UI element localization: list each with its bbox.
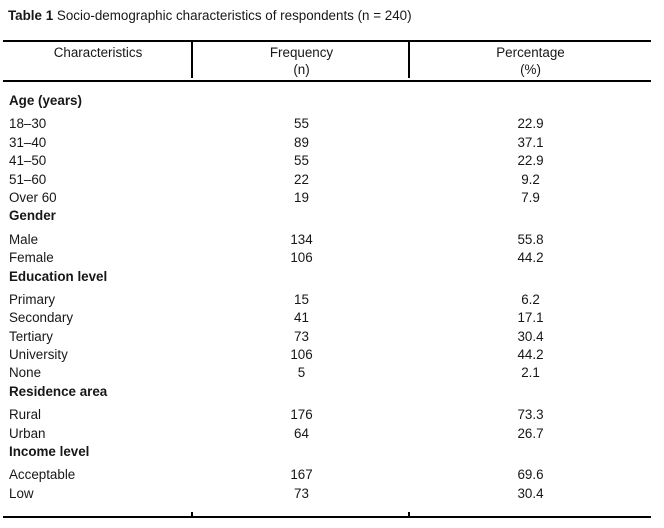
percentage-cell: 73.3 <box>517 407 544 423</box>
header-percentage-unit: (%) <box>520 62 541 77</box>
column-divider <box>191 42 193 78</box>
frequency-cell: 15 <box>294 291 309 307</box>
table-row: Rural 176 73.3 <box>3 407 651 425</box>
frequency-cell: 41 <box>294 310 309 326</box>
percentage-cell: 9.2 <box>521 171 540 187</box>
characteristic-cell: Low <box>9 485 34 501</box>
frequency-cell: 55 <box>294 116 309 132</box>
frequency-cell: 106 <box>290 250 313 266</box>
section-row: Gender <box>3 208 651 226</box>
percentage-cell: 17.1 <box>517 310 544 326</box>
table-row: Primary 15 6.2 <box>3 292 651 310</box>
table-row: Low 73 30.4 <box>3 486 651 504</box>
section-row: Education level <box>3 269 651 287</box>
table-row: University 106 44.2 <box>3 347 651 365</box>
header-frequency-label: Frequency <box>269 45 334 60</box>
characteristic-cell: University <box>9 347 68 363</box>
characteristic-cell: Rural <box>9 407 41 423</box>
frequency-cell: 176 <box>290 407 313 423</box>
characteristic-cell: 41–50 <box>9 153 47 169</box>
characteristic-cell: 31–40 <box>9 134 47 150</box>
section-label: Age (years) <box>9 93 82 108</box>
characteristic-cell: Acceptable <box>9 467 76 483</box>
table-row: None 5 2.1 <box>3 365 651 383</box>
frequency-cell: 134 <box>290 231 313 247</box>
column-divider-tick <box>191 512 193 518</box>
percentage-cell: 2.1 <box>521 365 540 381</box>
characteristic-cell: 51–60 <box>9 171 47 187</box>
column-divider-tick <box>408 512 410 518</box>
section-row: Age (years) <box>3 93 651 111</box>
characteristic-cell: Primary <box>9 291 56 307</box>
characteristic-cell: None <box>9 365 42 381</box>
percentage-cell: 7.9 <box>521 189 540 205</box>
frequency-cell: 89 <box>294 134 309 150</box>
percentage-cell: 30.4 <box>517 485 544 501</box>
header-frequency: Frequency (n) <box>193 42 410 80</box>
characteristic-cell: Male <box>9 231 39 247</box>
frequency-cell: 106 <box>290 347 313 363</box>
percentage-cell: 44.2 <box>517 347 544 363</box>
percentage-cell: 69.6 <box>517 467 544 483</box>
table-row: Acceptable 167 69.6 <box>3 467 651 485</box>
frequency-cell: 22 <box>294 171 309 187</box>
header-characteristics-label: Characteristics <box>53 45 143 60</box>
table-caption-text: Socio-demographic characteristics of res… <box>56 8 412 23</box>
column-divider <box>408 42 410 78</box>
percentage-cell: 55.8 <box>517 231 544 247</box>
frequency-cell: 73 <box>294 485 309 501</box>
table-caption-label: Table 1 <box>8 8 54 23</box>
percentage-cell: 22.9 <box>517 153 544 169</box>
frequency-cell: 55 <box>294 153 309 169</box>
percentage-cell: 6.2 <box>521 291 540 307</box>
characteristic-cell: Secondary <box>9 310 74 326</box>
characteristic-cell: Tertiary <box>9 328 53 344</box>
table-row: Urban 64 26.7 <box>3 426 651 444</box>
percentage-cell: 30.4 <box>517 328 544 344</box>
section-row: Income level <box>3 444 651 462</box>
table-row: 51–60 22 9.2 <box>3 172 651 190</box>
header-frequency-unit: (n) <box>293 62 310 77</box>
frequency-cell: 5 <box>297 365 306 381</box>
percentage-cell: 37.1 <box>517 134 544 150</box>
table-row: Male 134 55.8 <box>3 232 651 250</box>
frequency-cell: 167 <box>290 467 313 483</box>
table-caption: Table 1 Socio-demographic characteristic… <box>8 7 412 25</box>
section-label: Income level <box>9 444 90 460</box>
table-row: 18–30 55 22.9 <box>3 116 651 134</box>
table-row: Tertiary 73 30.4 <box>3 329 651 347</box>
table-row: Female 106 44.2 <box>3 250 651 268</box>
header-characteristics: Characteristics <box>3 42 193 80</box>
table: Characteristics Frequency (n) Percentage… <box>3 40 651 518</box>
section-row: Residence area <box>3 384 651 402</box>
table-body: Age (years) 18–30 55 22.9 31–40 89 37.1 41–50 55… <box>3 82 651 504</box>
table-header-row: Characteristics Frequency (n) Percentage… <box>3 42 651 82</box>
characteristic-cell: Over 60 <box>9 189 57 205</box>
percentage-cell: 44.2 <box>517 250 544 266</box>
frequency-cell: 73 <box>294 328 309 344</box>
table-row: 41–50 55 22.9 <box>3 153 651 171</box>
characteristic-cell: 18–30 <box>9 116 47 132</box>
table-row: Secondary 41 17.1 <box>3 310 651 328</box>
frequency-cell: 19 <box>294 189 309 205</box>
header-percentage: Percentage (%) <box>410 42 651 80</box>
frequency-cell: 64 <box>294 425 309 441</box>
table-row: Over 60 19 7.9 <box>3 190 651 208</box>
table-row: 31–40 89 37.1 <box>3 135 651 153</box>
section-label: Residence area <box>9 383 108 399</box>
characteristic-cell: Urban <box>9 425 46 441</box>
percentage-cell: 26.7 <box>517 425 544 441</box>
characteristic-cell: Female <box>9 250 54 266</box>
header-percentage-label: Percentage <box>496 45 565 60</box>
section-label: Education level <box>9 268 108 284</box>
section-label: Gender <box>9 208 56 224</box>
percentage-cell: 22.9 <box>517 116 544 132</box>
